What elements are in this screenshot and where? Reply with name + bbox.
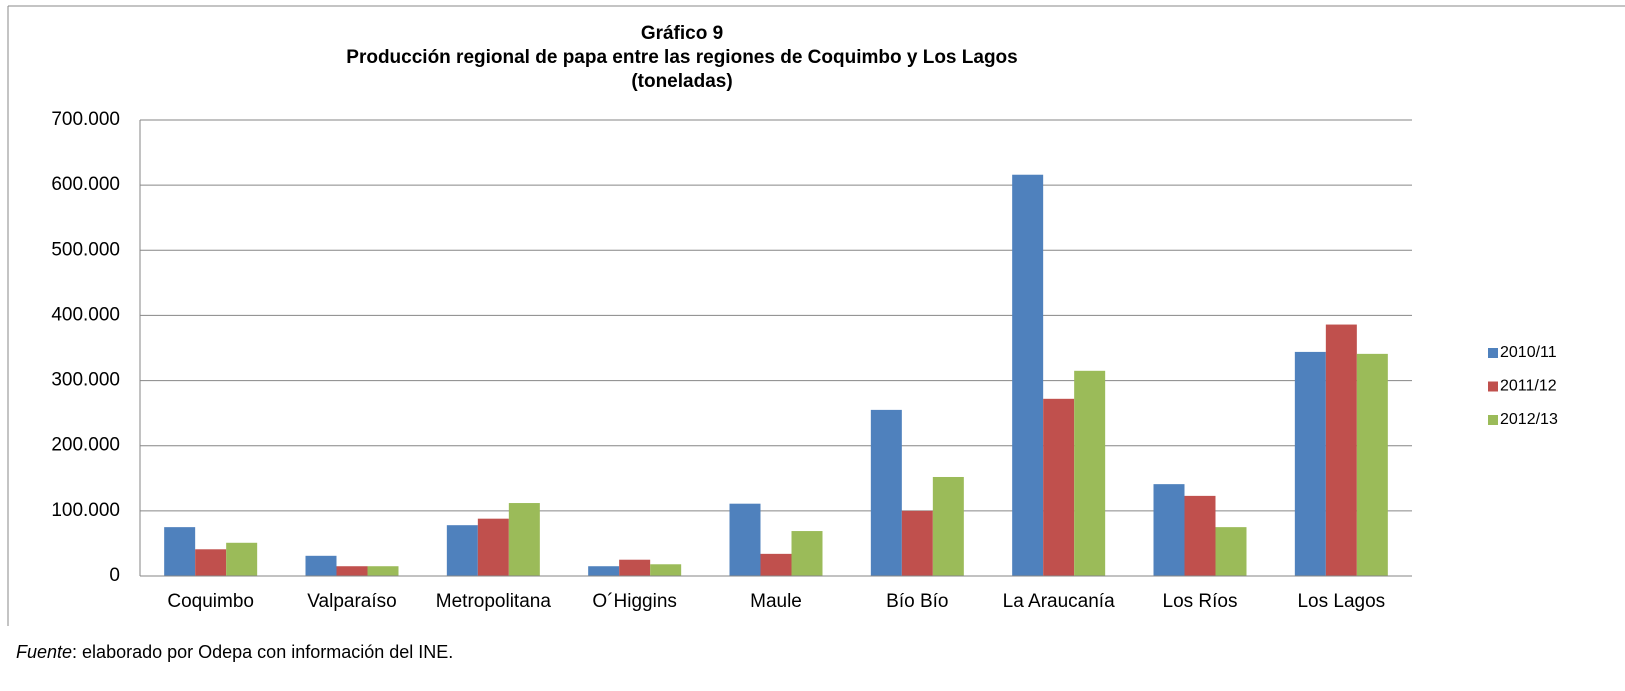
bar [508,503,540,576]
bar [619,559,651,576]
bar [477,518,509,576]
legend-swatch [1488,348,1498,358]
legend-swatch [1488,415,1498,425]
chart-title: Producción regional de papa entre las re… [346,47,1017,68]
bar [1153,484,1185,576]
chart-title: Gráfico 9 [641,23,723,44]
footer-text: : elaborado por Odepa con información de… [72,642,453,662]
y-tick-label: 500.000 [51,239,120,260]
bar [195,549,227,576]
legend-label: 2012/13 [1500,411,1558,428]
bar [870,409,902,576]
bar [1012,174,1044,576]
y-tick-label: 0 [109,565,120,586]
bar [1325,324,1357,576]
bar [336,566,368,576]
y-tick-label: 400.000 [51,304,120,325]
legend-label: 2010/11 [1500,344,1557,361]
legend-swatch [1488,381,1498,392]
x-tick-label: O´Higgins [592,591,676,612]
bar [1294,351,1326,576]
bar [729,503,761,576]
footer-label: Fuente [16,642,72,662]
bar [1215,527,1247,576]
bar [367,566,399,576]
y-tick-label: 200.000 [51,435,120,456]
y-tick-label: 100.000 [51,500,120,521]
y-tick-label: 700.000 [51,109,120,130]
bar [1043,398,1075,576]
x-tick-label: Metropolitana [436,591,552,612]
y-tick-label: 300.000 [51,370,120,391]
x-tick-label: Los Ríos [1163,591,1238,612]
bar [446,525,478,576]
bar [901,510,933,576]
bar [760,553,792,576]
bar [1356,353,1388,576]
bar [164,527,196,576]
bar [226,542,258,576]
bar [1074,370,1106,576]
x-tick-label: Maule [750,591,802,612]
x-tick-label: Bío Bío [886,591,948,612]
x-tick-label: Los Lagos [1297,591,1385,612]
bar [588,566,620,576]
bar [932,476,964,576]
x-tick-label: Coquimbo [167,591,254,612]
y-tick-label: 600.000 [51,174,120,195]
bar [650,564,682,576]
legend-label: 2011/12 [1500,378,1557,395]
footer: Fuente: elaborado por Odepa con informac… [16,642,453,662]
bar [1184,495,1216,576]
x-tick-label: La Araucanía [1003,591,1115,612]
chart-title: (toneladas) [631,71,732,92]
bar [305,555,337,576]
bar [791,531,823,576]
x-tick-label: Valparaíso [307,591,396,612]
